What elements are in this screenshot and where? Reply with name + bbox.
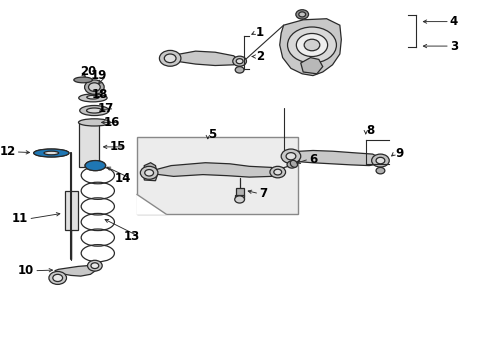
Circle shape [91, 263, 99, 269]
Polygon shape [285, 150, 382, 166]
Polygon shape [279, 19, 341, 76]
Circle shape [144, 170, 153, 176]
Circle shape [88, 83, 100, 91]
Bar [235, 195, 244, 199]
Text: 15: 15 [110, 140, 126, 153]
Circle shape [285, 153, 295, 160]
Circle shape [87, 260, 102, 271]
Text: 7: 7 [259, 187, 267, 200]
Text: 4: 4 [449, 15, 457, 28]
Ellipse shape [85, 161, 105, 171]
Text: 2: 2 [255, 50, 264, 63]
Circle shape [164, 54, 176, 63]
Polygon shape [300, 58, 322, 74]
Ellipse shape [80, 105, 109, 116]
Circle shape [295, 10, 308, 19]
Circle shape [234, 196, 244, 203]
Circle shape [304, 39, 319, 51]
Circle shape [286, 161, 296, 168]
Circle shape [84, 80, 104, 94]
Ellipse shape [78, 119, 110, 126]
Text: 5: 5 [207, 129, 216, 141]
Polygon shape [137, 194, 166, 214]
Polygon shape [144, 163, 157, 181]
Ellipse shape [85, 161, 105, 171]
Text: 16: 16 [104, 116, 120, 129]
Ellipse shape [86, 108, 102, 113]
Ellipse shape [34, 149, 69, 157]
Circle shape [49, 271, 66, 284]
Text: 19: 19 [90, 69, 106, 82]
Circle shape [287, 27, 336, 63]
Circle shape [281, 149, 300, 163]
Ellipse shape [79, 94, 107, 102]
Circle shape [375, 167, 384, 174]
Bar [137, 137, 298, 214]
Bar [64, 191, 78, 230]
Circle shape [232, 56, 246, 66]
Text: 12: 12 [0, 145, 16, 158]
Circle shape [269, 166, 285, 178]
Text: 8: 8 [365, 124, 373, 137]
Polygon shape [150, 163, 278, 177]
Bar [236, 188, 243, 196]
Text: 6: 6 [308, 153, 317, 166]
Text: 9: 9 [394, 147, 403, 159]
Text: 10: 10 [18, 264, 34, 277]
Ellipse shape [87, 95, 99, 99]
Circle shape [159, 50, 181, 66]
Bar [79, 121, 99, 167]
Text: 13: 13 [123, 230, 140, 243]
Ellipse shape [290, 160, 297, 167]
Text: 3: 3 [449, 40, 457, 53]
Circle shape [298, 12, 305, 17]
Text: 20: 20 [80, 65, 96, 78]
Ellipse shape [74, 77, 92, 83]
Ellipse shape [34, 149, 69, 157]
Ellipse shape [44, 151, 59, 155]
Circle shape [371, 154, 388, 167]
Text: 1: 1 [255, 26, 264, 39]
Circle shape [235, 67, 244, 73]
Polygon shape [166, 51, 239, 66]
Circle shape [375, 157, 384, 164]
Text: 14: 14 [115, 172, 131, 185]
Circle shape [273, 169, 281, 175]
Polygon shape [55, 266, 95, 276]
Circle shape [53, 274, 62, 282]
Circle shape [236, 59, 243, 64]
Text: 17: 17 [98, 102, 114, 115]
Circle shape [296, 33, 327, 57]
Text: 18: 18 [92, 88, 108, 101]
Circle shape [140, 166, 158, 179]
Text: 11: 11 [12, 212, 28, 225]
